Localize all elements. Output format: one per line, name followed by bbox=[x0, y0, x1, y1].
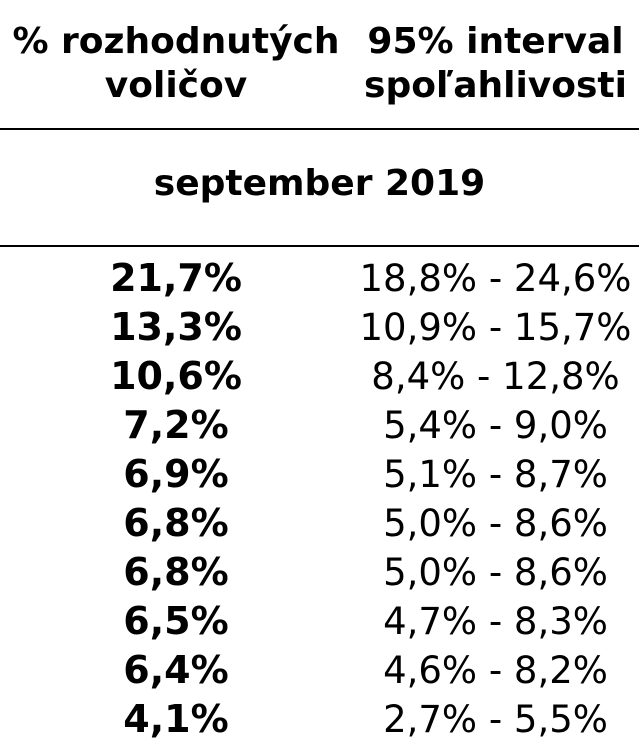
share-cell: 13,3% bbox=[110, 305, 242, 349]
share-cell: 6,8% bbox=[123, 550, 229, 594]
share-cell: 21,7% bbox=[110, 256, 242, 300]
column-header-interval-line2: spoľahlivosti bbox=[364, 65, 627, 106]
share-cell: 6,8% bbox=[123, 501, 229, 545]
interval-cell: 8,4% - 12,8% bbox=[371, 355, 620, 398]
table-header: % rozhodnutých voličov 95% interval spoľ… bbox=[0, 0, 639, 120]
share-cell: 6,5% bbox=[123, 599, 229, 643]
table-row: 4,1% 2,7% - 5,5% bbox=[0, 695, 639, 744]
period-divider bbox=[0, 245, 639, 247]
table-row: 13,3% 10,9% - 15,7% bbox=[0, 303, 639, 352]
column-header-share-line1: % rozhodnutých bbox=[12, 21, 340, 62]
table-row: 21,7% 18,8% - 24,6% bbox=[0, 254, 639, 303]
interval-cell: 5,4% - 9,0% bbox=[383, 404, 608, 447]
interval-cell: 4,7% - 8,3% bbox=[383, 600, 608, 643]
table-row: 6,4% 4,6% - 8,2% bbox=[0, 646, 639, 695]
interval-cell: 5,1% - 8,7% bbox=[383, 453, 608, 496]
period-label: september 2019 bbox=[153, 163, 486, 204]
column-header-share-line2: voličov bbox=[104, 65, 248, 106]
interval-cell: 4,6% - 8,2% bbox=[383, 649, 608, 692]
table-row: 6,5% 4,7% - 8,3% bbox=[0, 597, 639, 646]
interval-cell: 10,9% - 15,7% bbox=[359, 306, 632, 349]
share-cell: 6,4% bbox=[123, 648, 229, 692]
table-row: 6,8% 5,0% - 8,6% bbox=[0, 499, 639, 548]
column-header-share: % rozhodnutých voličov bbox=[0, 20, 352, 108]
column-header-interval: 95% interval spoľahlivosti bbox=[352, 20, 639, 108]
interval-cell: 2,7% - 5,5% bbox=[383, 698, 608, 741]
table-row: 6,9% 5,1% - 8,7% bbox=[0, 450, 639, 499]
share-cell: 10,6% bbox=[110, 354, 242, 398]
interval-cell: 5,0% - 8,6% bbox=[383, 502, 608, 545]
share-cell: 6,9% bbox=[123, 452, 229, 496]
share-cell: 4,1% bbox=[123, 697, 229, 741]
column-header-interval-line1: 95% interval bbox=[367, 21, 624, 62]
share-cell: 7,2% bbox=[123, 403, 229, 447]
table-body: 21,7% 18,8% - 24,6% 13,3% 10,9% - 15,7% … bbox=[0, 254, 639, 744]
table-row: 10,6% 8,4% - 12,8% bbox=[0, 352, 639, 401]
interval-cell: 5,0% - 8,6% bbox=[383, 551, 608, 594]
table-row: 7,2% 5,4% - 9,0% bbox=[0, 401, 639, 450]
header-divider bbox=[0, 128, 639, 130]
interval-cell: 18,8% - 24,6% bbox=[359, 257, 632, 300]
table-row: 6,8% 5,0% - 8,6% bbox=[0, 548, 639, 597]
